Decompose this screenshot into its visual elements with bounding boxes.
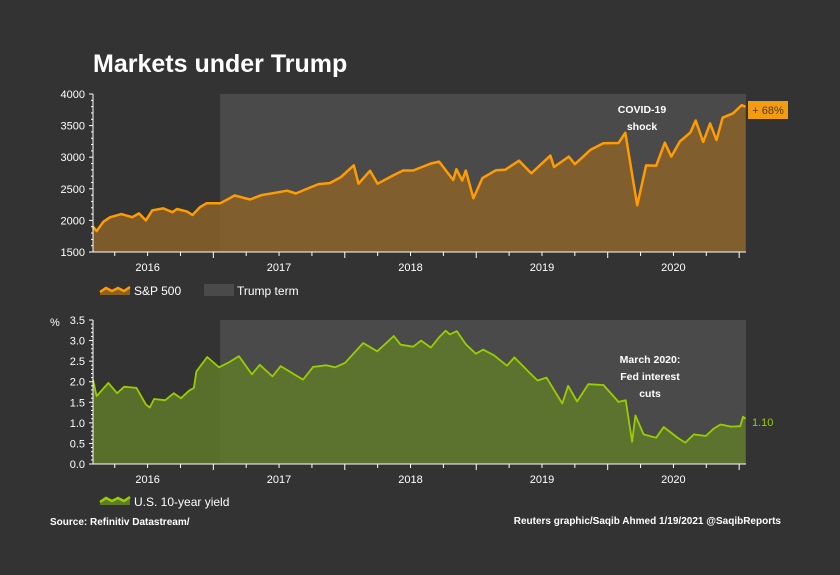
sp500-legend-label: S&P 500 [134,284,181,298]
sp500-end-label-box [748,101,788,119]
yield-x-tick-label: 2016 [135,474,159,486]
chart-title: Markets under Trump [93,50,347,78]
sp500-x-tick-label: 2017 [267,262,291,274]
sp500-y-tick-label: 3500 [61,121,85,133]
trump-term-legend-label: Trump term [237,284,299,298]
yield-y-tick-label: 3.0 [70,336,85,348]
fed-annotation-line1: March 2020: [620,354,681,366]
yield-end-label: 1.10 [752,417,773,429]
covid-annotation-line1: COVID-19 [618,104,667,116]
sp500-legend-swatch [99,285,131,294]
yield-x-tick-label: 2019 [530,474,554,486]
yield-legend-swatch [99,495,131,504]
yield-y-tick-label: 1.5 [70,397,85,409]
covid-annotation-line2: shock [627,121,658,133]
yield-x-tick-label: 2020 [661,474,685,486]
yield-y-tick-label: 2.0 [70,377,85,389]
sp500-y-tick-label: 1500 [61,247,85,259]
sp500-line [92,103,747,233]
fed-annotation-line2: Fed interest [620,371,680,383]
yield-x-tick-label: 2017 [267,474,291,486]
sp500-y-tick-label: 2500 [61,184,85,196]
sp500-x-tick-label: 2020 [661,262,685,274]
yield-y-tick-label: 2.5 [70,356,85,368]
yield-legend-label: U.S. 10-year yield [134,495,229,509]
sp500-y-tick-label: 2000 [61,215,85,227]
sp500-y-tick-label: 4000 [61,89,85,101]
fed-annotation-line3: cuts [639,388,661,400]
sp500-x-tick-label: 2018 [398,262,422,274]
sp500-x-tick-label: 2019 [530,262,554,274]
yield-y-tick-label: 0.0 [70,459,85,471]
yield-x-tick-label: 2018 [398,474,422,486]
sp500-x-tick-label: 2016 [135,262,159,274]
yield-y-tick-label: 1.0 [70,418,85,430]
yield-area [93,330,746,464]
yield-y-tick-label: 3.5 [70,315,85,327]
source-note: Source: Refinitiv Datastream/ [50,517,190,528]
credit-note: Reuters graphic/Saqib Ahmed 1/19/2021 @S… [514,516,782,527]
sp500-end-label: + 68% [752,105,784,117]
yield-axis-unit: % [50,317,60,329]
sp500-y-tick-label: 3000 [61,152,85,164]
trump-term-legend-swatch [204,284,234,296]
yield-line [92,329,747,444]
yield-y-tick-label: 0.5 [70,438,85,450]
sp500-area [93,105,746,252]
